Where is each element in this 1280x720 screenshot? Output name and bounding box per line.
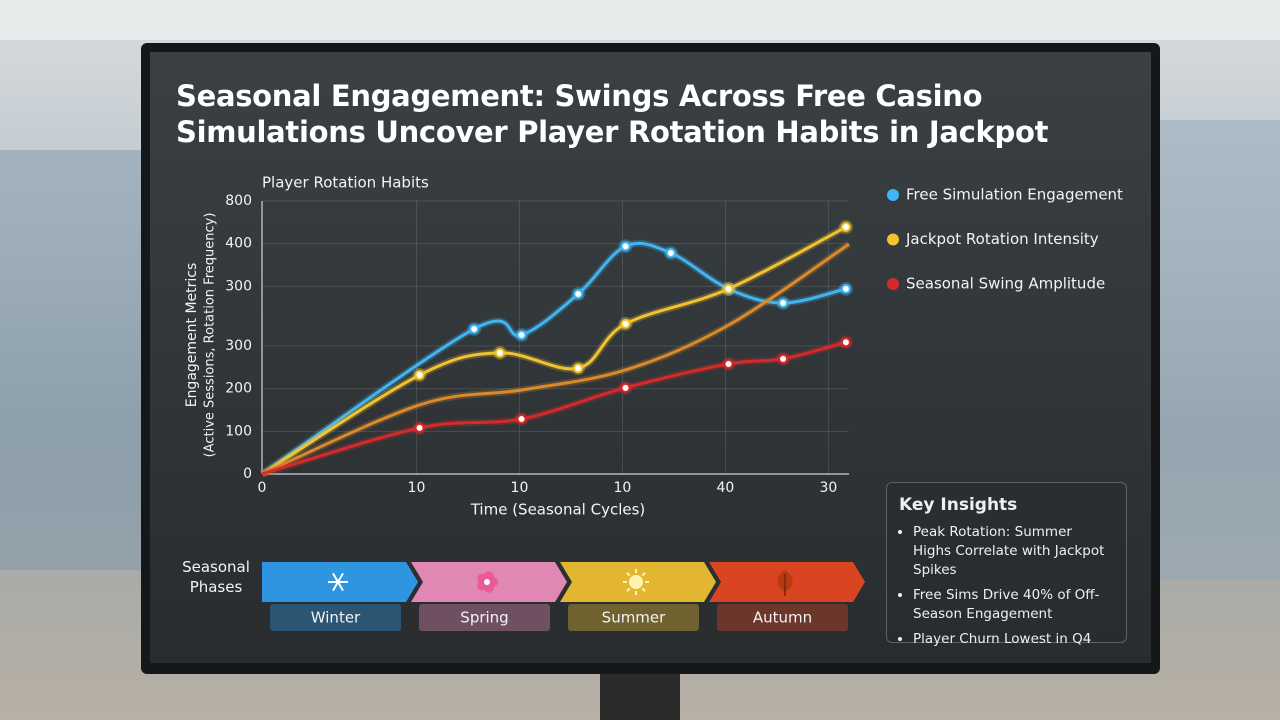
y-tick-label: 0 bbox=[243, 466, 252, 482]
series-line bbox=[261, 241, 847, 476]
y-tick-label: 400 bbox=[225, 236, 252, 252]
x-tick-label: 10 bbox=[614, 480, 632, 496]
data-point bbox=[840, 283, 851, 294]
phase-name: Spring bbox=[460, 609, 508, 627]
icon bbox=[626, 587, 631, 592]
phase: Autumn bbox=[709, 562, 865, 631]
window bbox=[1158, 120, 1280, 580]
phase-name: Autumn bbox=[753, 609, 812, 627]
insight: Peak Rotation: Summer Highs Correlate wi… bbox=[913, 523, 1114, 580]
data-point bbox=[414, 370, 425, 381]
x-tick-label: 0 bbox=[258, 480, 267, 496]
data-point bbox=[516, 329, 527, 340]
data-point bbox=[469, 323, 480, 334]
phase-name-box bbox=[717, 604, 848, 631]
monitor-stand bbox=[600, 672, 680, 720]
series-line bbox=[261, 242, 850, 476]
insight: Player Churn Lowest in Q4 bbox=[913, 630, 1114, 649]
phase-name-box bbox=[270, 604, 401, 631]
legend-marker bbox=[887, 189, 899, 201]
data-point bbox=[620, 318, 631, 329]
chart-subtitle: Player Rotation Habits bbox=[262, 174, 429, 192]
y-tick-label: 300 bbox=[225, 278, 252, 294]
legend-label: Free Simulation Engagement bbox=[906, 186, 1123, 204]
phase-name-box bbox=[419, 604, 550, 631]
data-point bbox=[665, 248, 676, 259]
icon bbox=[629, 575, 643, 589]
insights-panel: Key Insights Peak Rotation: Summer Highs… bbox=[886, 482, 1127, 647]
icon bbox=[484, 579, 490, 585]
phase-name: Summer bbox=[602, 609, 666, 627]
insights-list: Peak Rotation: Summer Highs Correlate wi… bbox=[899, 523, 1114, 649]
icon bbox=[483, 571, 494, 582]
y-axis-label: Engagement Metrics bbox=[184, 263, 200, 408]
icon bbox=[332, 572, 344, 592]
window bbox=[0, 150, 150, 570]
data-point bbox=[573, 288, 584, 299]
data-point bbox=[723, 283, 734, 294]
ceiling bbox=[0, 0, 1280, 40]
phase-name-box bbox=[568, 604, 699, 631]
phase: Summer bbox=[560, 562, 716, 631]
phase-name: Winter bbox=[311, 609, 361, 627]
y-tick-label: 200 bbox=[225, 381, 252, 397]
legend-marker bbox=[887, 233, 899, 246]
data-point bbox=[573, 363, 584, 374]
x-tick-label: 10 bbox=[511, 480, 529, 496]
x-tick-label: 40 bbox=[717, 480, 735, 496]
icon bbox=[641, 587, 646, 592]
data-point bbox=[620, 241, 631, 252]
phases-label: Seasonal Phases bbox=[182, 558, 250, 596]
data-point bbox=[778, 353, 789, 364]
y-tick-label: 800 bbox=[225, 193, 252, 209]
x-axis-label: Time (Seasonal Cycles) bbox=[470, 501, 646, 519]
chart-title: Seasonal Engagement: Swings Across Free … bbox=[176, 79, 1049, 149]
legend-label: Jackpot Rotation Intensity bbox=[905, 230, 1099, 248]
icon bbox=[641, 572, 646, 577]
insights-title: Key Insights bbox=[899, 495, 1018, 515]
data-point bbox=[778, 297, 789, 308]
y-tick-label: 100 bbox=[225, 423, 252, 439]
data-point bbox=[840, 337, 851, 348]
data-point bbox=[620, 382, 631, 393]
data-point bbox=[414, 422, 425, 433]
y-axis-note: (Active Sessions, Rotation Frequency) bbox=[203, 213, 218, 458]
legend-label: Seasonal Swing Amplitude bbox=[906, 275, 1105, 293]
legend-marker bbox=[887, 278, 899, 290]
data-point bbox=[723, 358, 734, 369]
phase: Spring bbox=[411, 562, 567, 631]
icon bbox=[626, 572, 631, 577]
data-point bbox=[494, 347, 505, 358]
data-point bbox=[840, 222, 851, 233]
x-tick-label: 30 bbox=[819, 480, 837, 496]
y-tick-label: 300 bbox=[225, 338, 252, 354]
data-point bbox=[516, 413, 527, 424]
x-tick-label: 10 bbox=[408, 480, 426, 496]
phase: Winter bbox=[262, 562, 418, 631]
insight: Free Sims Drive 40% of Off-Season Engage… bbox=[913, 586, 1114, 624]
